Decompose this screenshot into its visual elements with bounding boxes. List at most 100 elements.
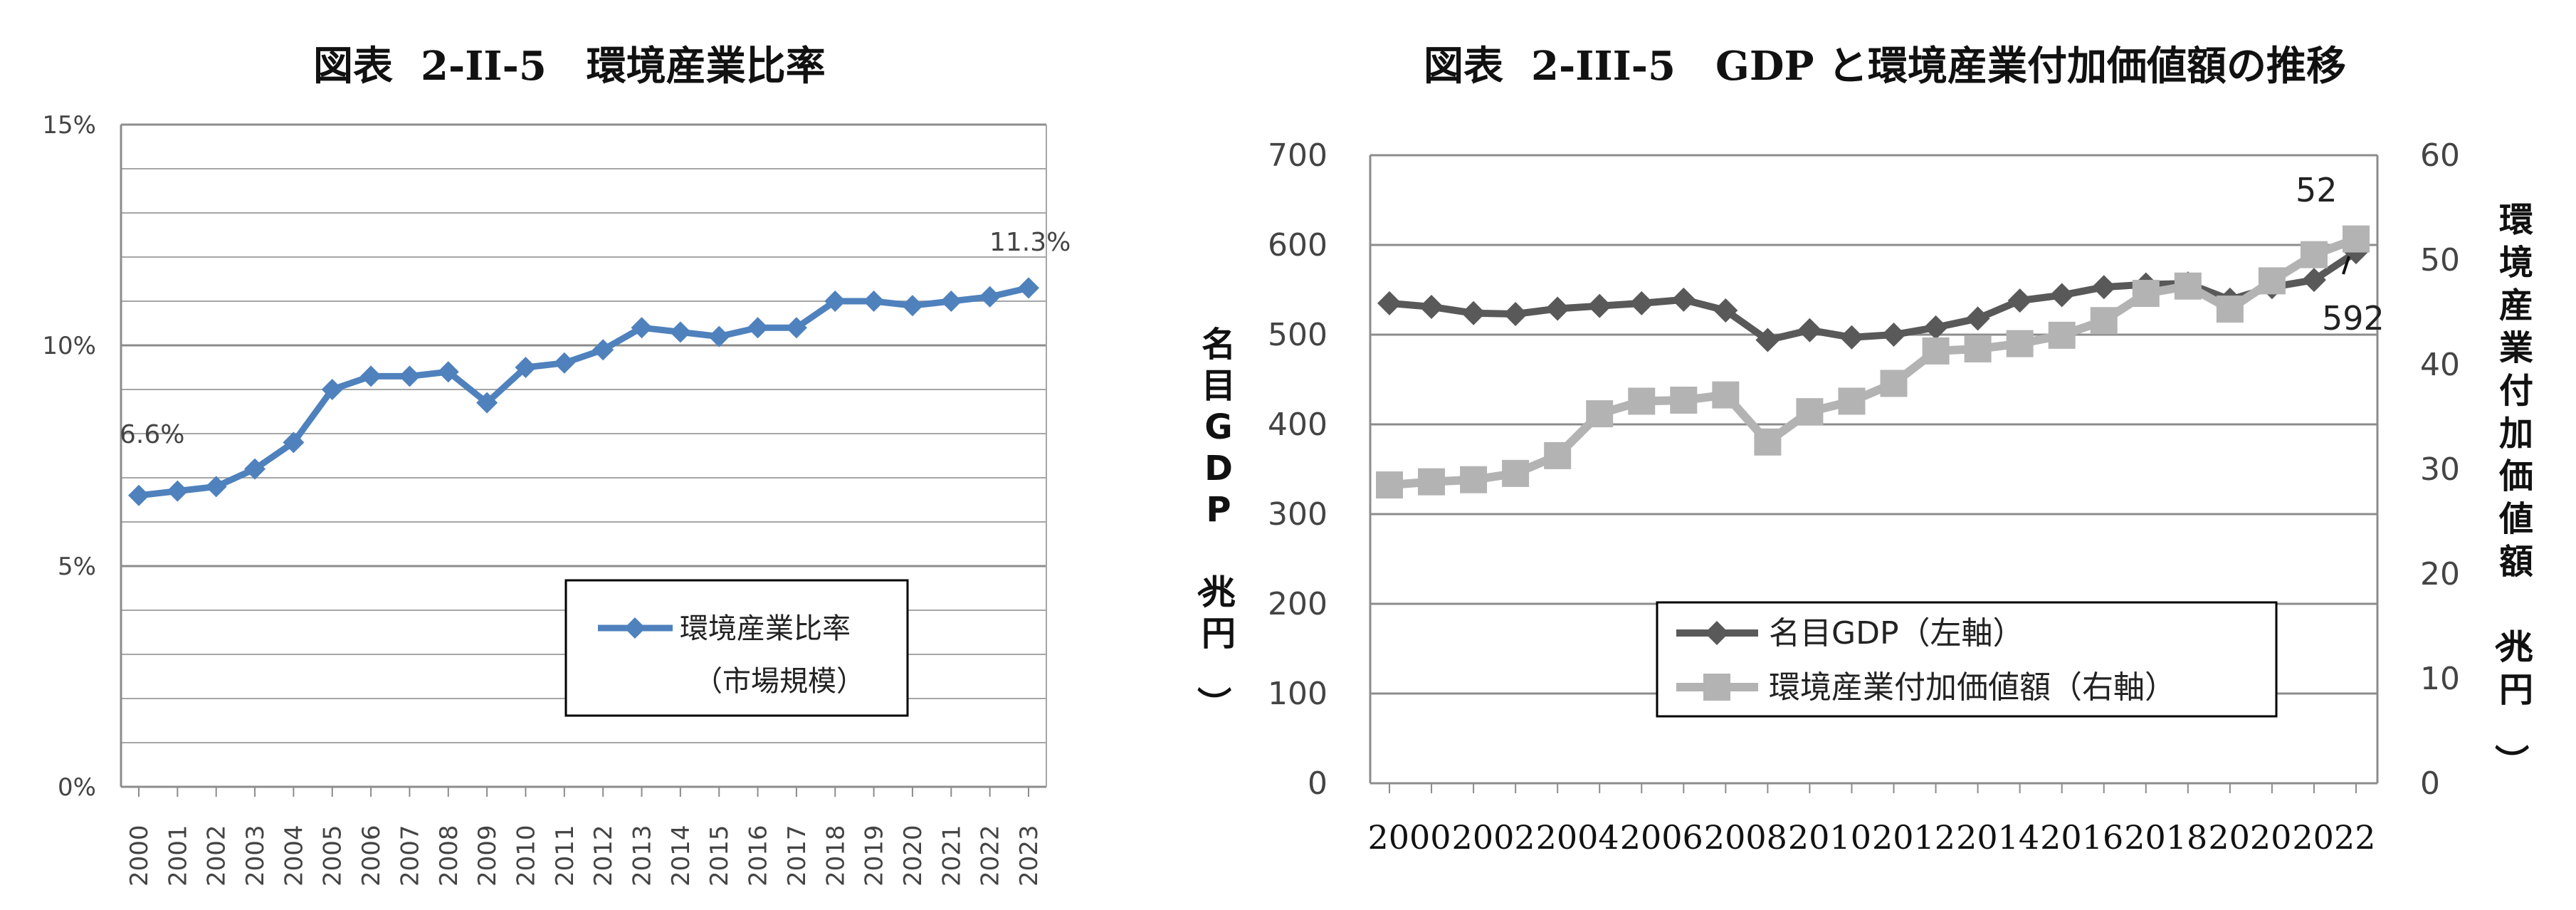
data-point-ratio — [863, 291, 885, 312]
x-tick-label: 2011 — [551, 825, 579, 887]
data-point-ratio — [979, 286, 1001, 308]
data-point-ratio — [167, 480, 189, 502]
data-point-gdp — [1503, 302, 1528, 327]
series-line-env — [1389, 234, 2358, 490]
y-left-tick-label: 700 — [1268, 137, 1328, 174]
x-tick-label: 2021 — [937, 825, 966, 887]
x-tick-label: 2010 — [512, 825, 540, 887]
x-tick-label: 2003 — [241, 825, 270, 887]
data-label-env-last: 52 — [2296, 171, 2338, 209]
y-left-tick-label: 200 — [1268, 586, 1328, 622]
data-point-gdp — [1461, 300, 1486, 325]
data-point-env — [1964, 335, 1992, 362]
data-point-gdp — [1419, 294, 1444, 319]
data-point-ratio — [747, 317, 769, 339]
legend-label-gdp: 名目GDP（左軸） — [1769, 615, 2024, 652]
data-point-gdp — [1545, 296, 1570, 321]
data-point-gdp — [1965, 306, 1990, 331]
data-point-env — [1922, 337, 1950, 365]
legend-right: 名目GDP（左軸） 環境産業付加価値額（右軸） — [1656, 601, 2278, 718]
y-right-tick-label: 0 — [2420, 765, 2440, 802]
data-point-ratio — [669, 321, 691, 343]
y-left-tick-label: 600 — [1268, 227, 1328, 263]
legend-label-line1: 環境産業比率 — [680, 612, 851, 645]
x-tick-label: 2018 — [821, 825, 850, 887]
y-left-tick-label: 0 — [1308, 765, 1328, 802]
x-tick-label: 2022 — [2292, 818, 2375, 857]
data-point-env — [2132, 280, 2160, 308]
data-point-env — [2343, 225, 2370, 253]
data-point-env — [1544, 441, 1572, 469]
x-tick-label: 2010 — [1788, 818, 1871, 857]
data-point-env — [1880, 370, 1908, 397]
data-point-env — [1376, 471, 1403, 499]
data-point-ratio — [553, 352, 575, 374]
x-tick-label: 2012 — [589, 825, 618, 887]
data-point-ratio — [708, 325, 730, 347]
x-tick-label: 2000 — [1367, 818, 1451, 857]
x-tick-label: 2014 — [667, 825, 695, 887]
data-point-env — [2090, 307, 2118, 335]
data-point-ratio — [631, 317, 653, 339]
y-right-tick-label: 50 — [2420, 242, 2460, 278]
y-left-tick-label: 300 — [1268, 496, 1328, 533]
data-point-env — [1712, 381, 1740, 409]
data-point-ratio — [592, 339, 614, 361]
data-point-env — [1418, 468, 1446, 496]
data-point-gdp — [1797, 318, 1822, 342]
x-tick-label: 2015 — [705, 825, 734, 887]
data-point-gdp — [2301, 268, 2326, 293]
x-tick-label: 2016 — [745, 825, 773, 887]
data-point-env — [1628, 387, 1656, 415]
legend-marker-gdp — [1705, 621, 1729, 645]
x-tick-label: 2004 — [1536, 818, 1619, 857]
x-tick-label: 2005 — [319, 825, 347, 887]
y-tick-label: 0% — [58, 773, 96, 802]
data-point-ratio — [399, 365, 421, 387]
data-point-gdp — [1881, 323, 1906, 347]
data-point-ratio — [785, 317, 807, 339]
x-tick-label: 2008 — [435, 825, 463, 887]
legend-marker-ratio — [624, 617, 646, 639]
y-right-tick-label: 60 — [2420, 137, 2460, 174]
data-point-env — [2174, 272, 2202, 300]
x-tick-label: 2007 — [396, 825, 424, 887]
data-point-gdp — [2049, 283, 2074, 308]
y-axis-left-title: 名目 G D P （兆円） — [1193, 325, 1236, 721]
x-tick-label: 2016 — [2040, 818, 2123, 857]
data-point-gdp — [2091, 275, 2116, 300]
data-point-gdp — [1839, 325, 1864, 350]
x-tick-label: 2023 — [1015, 825, 1043, 887]
data-point-env — [1796, 398, 1824, 426]
legend-label-line2: （市場規模） — [694, 665, 865, 698]
data-point-env — [1754, 428, 1782, 456]
y-left-tick-label: 100 — [1268, 676, 1328, 712]
legend-label-env: 環境産業付加価値額（右軸） — [1769, 669, 2176, 706]
data-point-ratio — [283, 432, 305, 454]
data-point-env — [1838, 387, 1866, 415]
data-point-gdp — [1713, 298, 1738, 323]
x-tick-label: 2002 — [203, 825, 231, 887]
x-tick-label: 2018 — [2124, 818, 2207, 857]
x-tick-label: 2020 — [899, 825, 927, 887]
data-point-env — [1670, 386, 1698, 414]
y-tick-label: 10% — [42, 332, 96, 360]
legend-box — [564, 579, 909, 717]
data-point-ratio — [940, 291, 962, 312]
y-axis-right-title: 環境産業付加価値額（兆円） — [2491, 200, 2533, 778]
x-tick-label: 2019 — [861, 825, 889, 887]
data-label-first: 6.6% — [120, 420, 184, 449]
data-point-gdp — [1923, 315, 1948, 340]
data-point-ratio — [476, 392, 498, 414]
data-point-ratio — [824, 291, 846, 312]
x-tick-label: 2017 — [783, 825, 811, 887]
data-point-ratio — [1018, 277, 1039, 299]
data-point-ratio — [128, 484, 149, 506]
data-point-ratio — [205, 476, 227, 498]
data-point-ratio — [321, 379, 343, 400]
data-point-env — [2048, 321, 2076, 349]
annotation-leader — [2342, 256, 2350, 275]
data-point-ratio — [901, 295, 923, 317]
x-tick-label: 2014 — [1956, 818, 2039, 857]
